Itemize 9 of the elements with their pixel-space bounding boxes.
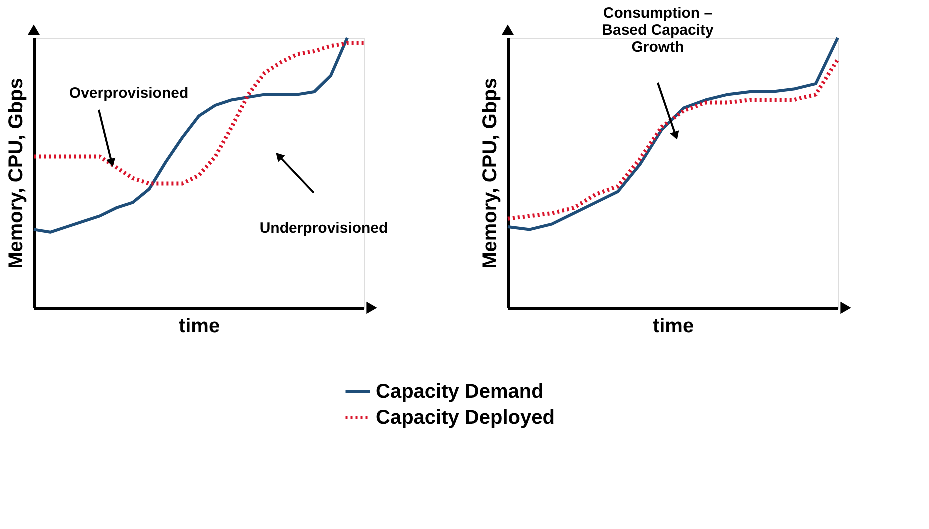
legend-label: Capacity Deployed xyxy=(376,407,555,429)
x-axis-title: time xyxy=(178,316,220,338)
annotation: Consumption – Based Capacity Growth xyxy=(602,5,715,56)
y-axis-title: Memory, CPU, Gbps xyxy=(6,78,28,269)
annotation: Overprovisioned xyxy=(69,85,189,102)
annotation: Underprovisioned xyxy=(260,220,388,237)
x-axis-title: time xyxy=(652,316,694,338)
y-axis-title: Memory, CPU, Gbps xyxy=(480,78,502,269)
legend-label: Capacity Demand xyxy=(376,381,544,403)
